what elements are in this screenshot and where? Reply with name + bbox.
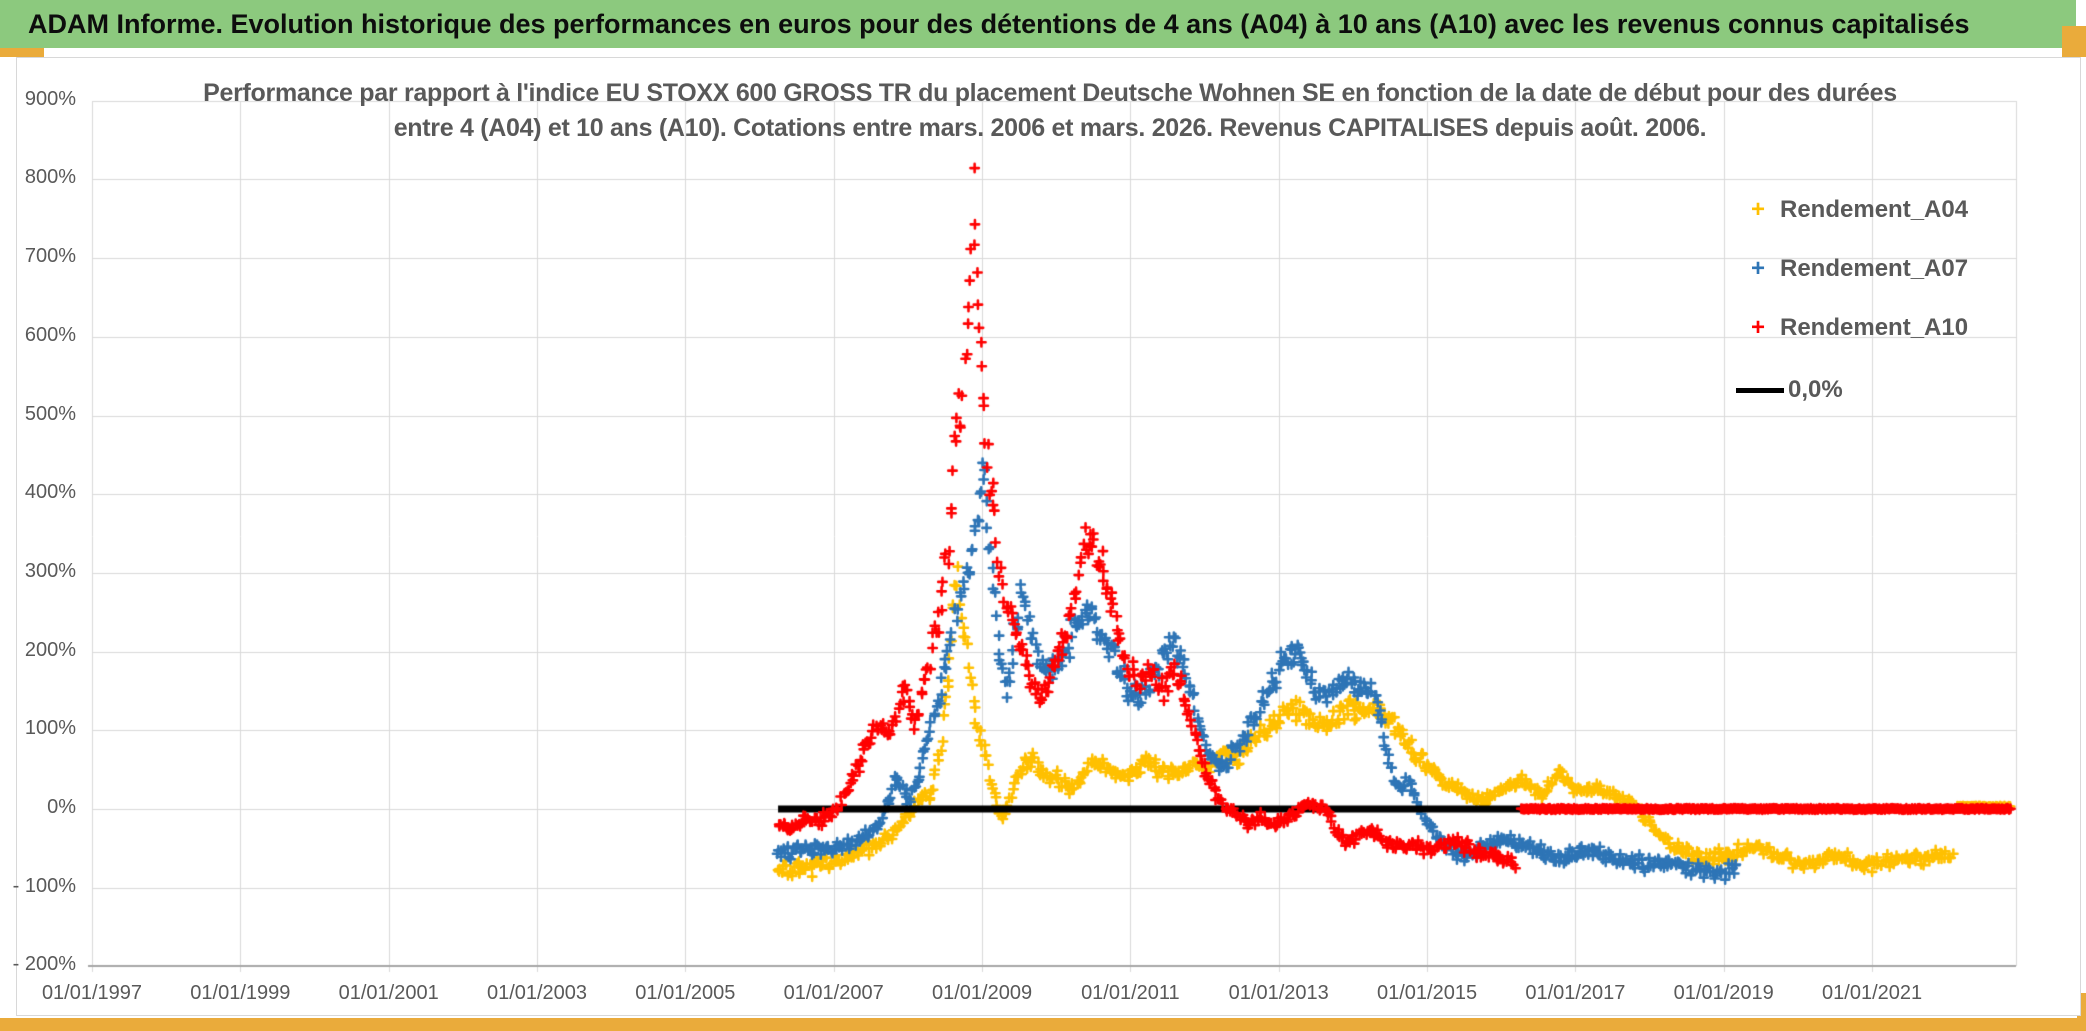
x-tick-label: 01/01/2017: [1525, 982, 1626, 1004]
y-tick-label: 100%: [24, 717, 76, 740]
y-tick-label: 700%: [24, 245, 76, 268]
y-tick-label: 0%: [47, 796, 76, 818]
legend-label: Rendement_A07: [1780, 255, 1969, 282]
x-tick-label: 01/01/2001: [338, 982, 439, 1004]
plus-marker-icon: +: [1750, 196, 1765, 223]
y-tick-label: - 100%: [12, 874, 76, 897]
legend-item-rendement-a10[interactable]: + Rendement_A10: [1736, 312, 1968, 344]
y-tick-label: 300%: [24, 559, 76, 582]
chart-title-line2: entre 4 (A04) et 10 ans (A10). Cotations…: [393, 114, 1707, 142]
x-tick-label: 01/01/2007: [783, 982, 884, 1004]
chart-title-line1: Performance par rapport à l'indice EU ST…: [203, 79, 1897, 107]
y-tick-label: 600%: [24, 323, 76, 346]
x-tick-label: 01/01/2011: [1081, 982, 1180, 1004]
y-tick-label: 400%: [24, 481, 76, 504]
chart-title: Performance par rapport à l'indice EU ST…: [150, 76, 1950, 146]
legend-item-rendement-a04[interactable]: + Rendement_A04: [1736, 194, 1968, 226]
x-tick-label: 01/01/2021: [1822, 982, 1923, 1004]
legend-item-rendement-a07[interactable]: + Rendement_A07: [1736, 253, 1968, 285]
x-tick-label: 01/01/2003: [486, 982, 588, 1004]
y-tick-label: 500%: [24, 402, 76, 425]
x-tick-label: 01/01/2019: [1673, 982, 1774, 1004]
y-tick-label: - 200%: [12, 953, 76, 976]
line-marker-icon: [1736, 387, 1784, 393]
y-tick-label: 200%: [24, 638, 76, 661]
y-tick-label: 800%: [24, 166, 76, 189]
legend-item-0-0-[interactable]: 0,0%: [1736, 374, 1843, 406]
x-tick-label: 01/01/2015: [1376, 982, 1478, 1004]
x-tick-label: 01/01/2013: [1228, 982, 1329, 1004]
x-tick-label: 01/01/1997: [41, 982, 143, 1004]
x-tick-label: 01/01/2005: [635, 982, 736, 1004]
y-tick-label: 900%: [24, 87, 76, 110]
x-tick-label: 01/01/2009: [931, 982, 1033, 1004]
x-tick-label: 01/01/1999: [190, 982, 291, 1004]
plus-marker-icon: +: [1750, 255, 1765, 282]
legend-label: Rendement_A10: [1780, 314, 1969, 341]
plus-marker-icon: +: [1750, 314, 1765, 341]
legend-label: Rendement_A04: [1780, 196, 1969, 223]
legend-label: 0,0%: [1788, 376, 1843, 403]
